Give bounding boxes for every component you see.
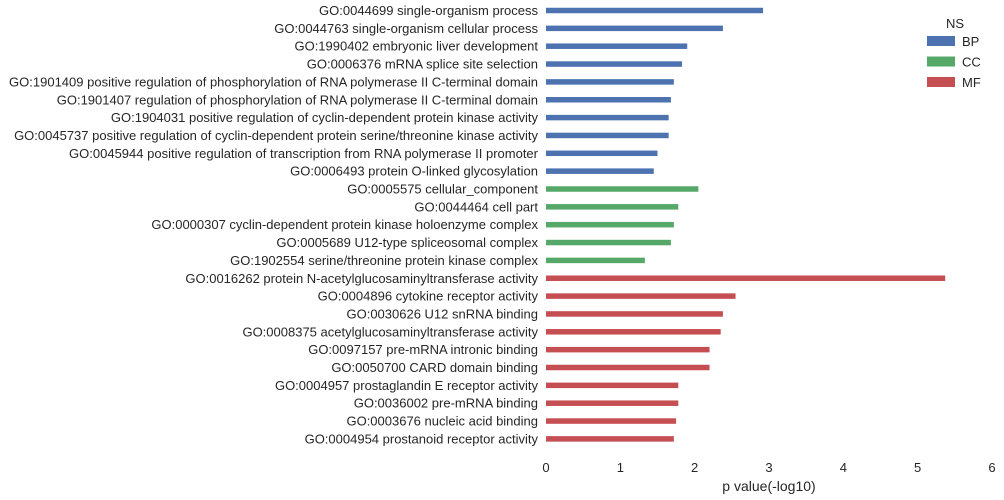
y-tick-label: GO:0045944 positive regulation of transc… — [69, 146, 539, 161]
y-tick-label: GO:0044763 single-organism cellular proc… — [274, 21, 538, 36]
y-tick-label: GO:0006493 protein O-linked glycosylatio… — [290, 164, 538, 179]
bar-22 — [546, 400, 679, 406]
legend-swatch-bp — [927, 36, 955, 46]
bar-2 — [546, 43, 688, 49]
bar-6 — [546, 114, 669, 121]
x-axis-label: p value(-log10) — [722, 478, 815, 494]
x-tick-label-0: 0 — [542, 460, 549, 475]
y-tick-label: GO:0004954 prostanoid receptor activity — [305, 431, 539, 446]
y-tick-label: GO:0045737 positive regulation of cyclin… — [14, 128, 538, 143]
x-tick-label-5: 5 — [914, 460, 921, 475]
y-tick-labels: GO:0044699 single-organism process GO:004… — [9, 3, 539, 446]
y-tick-label: GO:0005689 U12-type spliceosomal complex — [276, 235, 538, 250]
bars-layer — [546, 7, 946, 442]
bar-1 — [546, 25, 723, 32]
legend-label-bp: BP — [962, 34, 979, 49]
x-tick-label-3: 3 — [765, 460, 772, 475]
y-tick-label: GO:1901407 regulation of phosphorylation… — [57, 92, 538, 107]
y-tick-label: GO:0006376 mRNA splice site selection — [307, 57, 538, 72]
bar-20 — [546, 364, 710, 371]
y-tick-label: GO:0000307 cyclin-dependent protein kina… — [151, 217, 538, 232]
y-tick-label: GO:0030626 U12 snRNA binding — [346, 306, 538, 321]
legend-label-mf: MF — [962, 75, 981, 90]
y-tick-label: GO:0036002 pre-mRNA binding — [354, 396, 538, 411]
y-tick-label: GO:0004957 prostaglandin E receptor acti… — [275, 378, 539, 393]
x-tick-label-6: 6 — [988, 460, 995, 475]
bar-10 — [546, 186, 699, 192]
legend-swatch-mf — [927, 77, 955, 87]
bar-7 — [546, 132, 669, 139]
bar-5 — [546, 97, 671, 103]
bar-9 — [546, 168, 654, 174]
bar-17 — [546, 311, 723, 317]
bar-0 — [546, 7, 764, 14]
bar-14 — [546, 257, 645, 264]
bar-24 — [546, 436, 674, 442]
bar-21 — [546, 382, 679, 389]
y-tick-label: GO:1902554 serine/threonine protein kina… — [230, 253, 538, 268]
legend-label-cc: CC — [962, 55, 981, 70]
y-tick-label: GO:1990402 embryonic liver development — [294, 39, 538, 54]
y-tick-label: GO:1904031 positive regulation of cyclin… — [111, 110, 539, 125]
bar-19 — [546, 346, 710, 353]
x-tick-labels: 0 1 2 3 4 5 6 — [542, 460, 995, 475]
bar-15 — [546, 275, 946, 281]
bar-4 — [546, 79, 674, 85]
legend-swatch-cc — [927, 56, 955, 67]
x-tick-label-2: 2 — [691, 460, 698, 475]
y-tick-label: GO:0003676 nucleic acid binding — [346, 414, 538, 429]
x-tick-label-4: 4 — [840, 460, 847, 475]
y-tick-label: GO:0050700 CARD domain binding — [331, 360, 538, 375]
y-tick-label: GO:0004896 cytokine receptor activity — [318, 289, 539, 304]
bar-3 — [546, 61, 683, 67]
y-tick-label: GO:0044699 single-organism process — [319, 3, 538, 18]
y-tick-label: GO:0097157 pre-mRNA intronic binding — [308, 342, 538, 357]
y-tick-label: GO:0044464 cell part — [414, 199, 538, 214]
bar-12 — [546, 221, 674, 228]
legend-title: NS — [946, 16, 964, 31]
bar-13 — [546, 239, 671, 246]
legend: NS BP CC MF — [927, 16, 981, 90]
bar-23 — [546, 418, 677, 424]
x-tick-label-1: 1 — [617, 460, 624, 475]
bar-11 — [546, 204, 679, 210]
y-tick-label: GO:0016262 protein N-acetylglucosaminylt… — [185, 271, 538, 286]
bar-16 — [546, 293, 736, 299]
bar-8 — [546, 150, 658, 157]
bar-18 — [546, 329, 721, 335]
y-tick-label: GO:0008375 acetylglucosaminyltransferase… — [242, 324, 538, 339]
y-tick-label: GO:0005575 cellular_component — [347, 182, 538, 197]
y-tick-label: GO:1901409 positive regulation of phosph… — [9, 74, 538, 89]
